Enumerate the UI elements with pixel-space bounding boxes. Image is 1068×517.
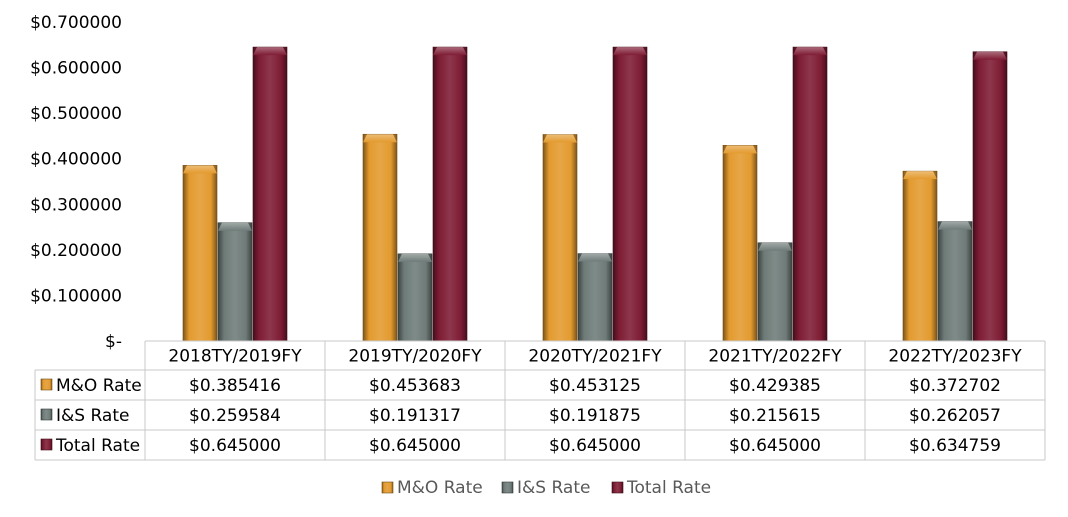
y-tick-label: $0.400000 [30,150,122,170]
legend-label-mando-rate: M&O Rate [397,478,483,498]
bar-mando-rate-2021ty-2022fy [722,145,758,342]
x-category-label: 2019TY/2020FY [348,347,482,367]
bar-mando-rate-2018ty-2019fy [182,165,218,342]
data-label-iands-rate: $0.191875 [549,406,641,426]
data-label-iands-rate: $0.259584 [189,406,281,426]
data-table: 2018TY/2019FY 2019TY/2020FY 2020TY/2021FY 2… [34,340,1046,461]
bar-cap-mando-rate-2021ty-2022fy [723,145,757,154]
data-label-total-rate: $0.645000 [549,436,641,456]
bar-cap-iands-rate-2019ty-2020fy [398,253,432,262]
bar-cap-iands-rate-2022ty-2023fy [938,221,972,230]
bar-mando-rate-2019ty-2020fy [362,133,398,342]
y-tick-label: $0.100000 [30,286,122,306]
legend-swatch-iands-rate [501,481,514,494]
table-row-label-mando-rate: M&O Rate [56,376,142,396]
table-legend-key-total-rate [40,438,53,451]
bar-total-rate-2020ty-2021fy [612,46,648,342]
bar-total-rate-2022ty-2023fy [972,51,1008,342]
x-category-label: 2018TY/2019FY [168,347,302,367]
bar-cap-mando-rate-2020ty-2021fy [543,134,577,143]
x-category-label: 2020TY/2021FY [528,347,662,367]
bar-iands-rate-2018ty-2019fy [217,222,253,342]
data-label-mando-rate: $0.372702 [909,376,1001,396]
bar-cap-mando-rate-2022ty-2023fy [903,171,937,180]
data-label-iands-rate: $0.215615 [729,406,821,426]
data-label-mando-rate: $0.453125 [549,376,641,396]
data-label-iands-rate: $0.262057 [909,406,1001,426]
bar-cap-total-rate-2020ty-2021fy [613,47,647,56]
y-tick-label: $0.700000 [30,13,122,33]
legend-item-total-rate: Total Rate [611,478,711,498]
bar-mando-rate-2022ty-2023fy [902,170,938,342]
bar-iands-rate-2021ty-2022fy [757,242,793,342]
bar-cap-total-rate-2019ty-2020fy [433,47,467,56]
bar-cap-total-rate-2018ty-2019fy [253,47,287,56]
legend-label-iands-rate: I&S Rate [517,478,590,498]
bar-cap-iands-rate-2021ty-2022fy [758,242,792,251]
bar-iands-rate-2022ty-2023fy [937,221,973,342]
data-label-mando-rate: $0.453683 [369,376,461,396]
data-label-mando-rate: $0.429385 [729,376,821,396]
y-tick-label: $0.600000 [30,59,122,79]
table-row-label-iands-rate: I&S Rate [56,406,129,426]
bar-cap-total-rate-2022ty-2023fy [973,51,1007,60]
y-axis: $- $0.100000 $0.200000 $0.300000 $0.400000 $0… [30,13,122,352]
bar-cap-mando-rate-2019ty-2020fy [363,134,397,143]
y-tick-label: $0.500000 [30,104,122,124]
legend-label-total-rate: Total Rate [626,478,711,498]
data-label-total-rate: $0.645000 [729,436,821,456]
legend-swatch-mando-rate [381,481,394,494]
x-category-label: 2022TY/2023FY [888,347,1022,367]
data-label-iands-rate: $0.191317 [369,406,461,426]
legend: M&O Rate I&S Rate Total Rate [381,478,711,498]
legend-item-mando-rate: M&O Rate [381,478,483,498]
table-legend-key-mando-rate [40,378,53,391]
bar-total-rate-2018ty-2019fy [252,46,288,342]
y-tick-label: $- [105,332,122,352]
table-row-label-total-rate: Total Rate [55,436,140,456]
table-legend-key-iands-rate [40,408,53,421]
bar-cap-iands-rate-2018ty-2019fy [218,222,252,231]
y-tick-label: $0.300000 [30,195,122,215]
data-label-total-rate: $0.634759 [909,436,1001,456]
bars [182,46,1008,342]
data-label-total-rate: $0.645000 [369,436,461,456]
data-label-mando-rate: $0.385416 [189,376,281,396]
bar-total-rate-2019ty-2020fy [432,46,468,342]
data-label-total-rate: $0.645000 [189,436,281,456]
legend-item-iands-rate: I&S Rate [501,478,590,498]
bar-mando-rate-2020ty-2021fy [542,134,578,342]
bar-iands-rate-2020ty-2021fy [577,253,613,342]
bar-iands-rate-2019ty-2020fy [397,253,433,342]
x-category-label: 2021TY/2022FY [708,347,842,367]
y-tick-label: $0.200000 [30,241,122,261]
bar-cap-mando-rate-2018ty-2019fy [183,165,217,174]
bar-cap-total-rate-2021ty-2022fy [793,47,827,56]
bar-total-rate-2021ty-2022fy [792,46,828,342]
legend-swatch-total-rate [611,481,624,494]
bar-cap-iands-rate-2020ty-2021fy [578,253,612,262]
